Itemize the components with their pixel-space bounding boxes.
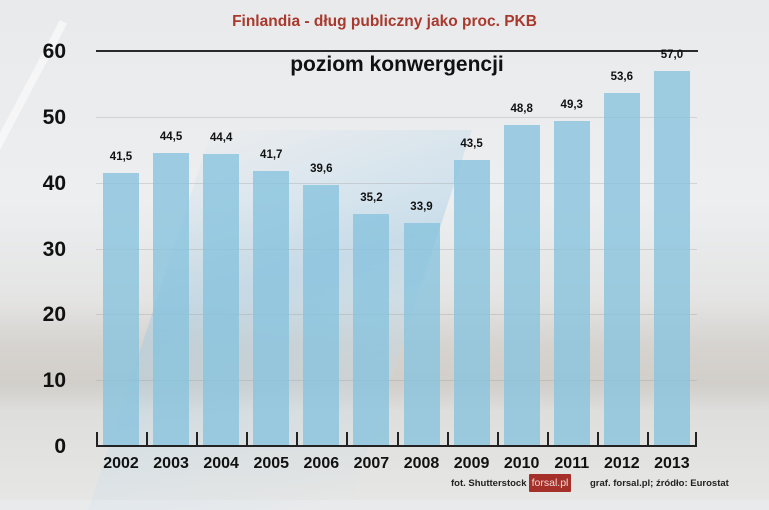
bar-2010 xyxy=(503,124,540,446)
bar-value-label: 43,5 xyxy=(460,137,483,150)
gridline xyxy=(96,380,697,382)
gridline xyxy=(96,248,697,250)
bar-2004 xyxy=(203,153,240,446)
bar-2007 xyxy=(353,214,390,446)
x-tick-mark xyxy=(246,432,249,446)
x-tick-label: 2011 xyxy=(554,455,590,472)
top-rule xyxy=(96,50,698,52)
source-credit: graf. forsal.pl; źródło: Eurostat xyxy=(590,478,729,489)
y-tick-label: 50 xyxy=(42,105,66,129)
y-tick-label: 20 xyxy=(42,303,66,327)
x-tick-label: 2002 xyxy=(103,455,139,472)
y-tick-label: 40 xyxy=(42,171,66,195)
bar-2009 xyxy=(453,159,490,446)
bar-value-label: 44,5 xyxy=(159,131,183,144)
x-tick-label: 2010 xyxy=(503,455,540,472)
x-tick-label: 2006 xyxy=(303,455,340,472)
photo-credit: fot. Shutterstock xyxy=(451,478,527,489)
x-tick-mark xyxy=(446,432,449,446)
chart-title: Finlandia - dług publiczny jako proc. PK… xyxy=(232,13,537,30)
bar-value-label: 48,8 xyxy=(510,102,533,115)
x-tick-label: 2003 xyxy=(153,455,189,472)
bar-value-label: 39,6 xyxy=(310,163,333,176)
x-tick-mark xyxy=(196,432,199,446)
x-tick-mark xyxy=(346,432,349,446)
x-tick-mark xyxy=(596,432,599,446)
x-tick-label: 2013 xyxy=(654,455,690,472)
bar-2008 xyxy=(403,222,440,446)
bar-value-label: 41,7 xyxy=(260,149,283,162)
bar-value-label: 35,2 xyxy=(360,192,383,205)
forsal-logo[interactable]: forsal.pl xyxy=(529,474,571,492)
bar-value-label: 57,0 xyxy=(660,48,684,61)
chart-subtitle: poziom konwergencji xyxy=(290,53,504,76)
x-tick-mark xyxy=(396,432,399,446)
bar-value-label: 41,5 xyxy=(109,150,133,163)
x-tick-mark xyxy=(646,432,649,446)
plot-area xyxy=(96,51,697,446)
x-tick-mark xyxy=(546,432,549,446)
y-tick-label: 60 xyxy=(42,40,66,63)
x-tick-label: 2009 xyxy=(453,455,490,472)
gridline xyxy=(96,182,697,184)
x-tick-mark xyxy=(296,432,299,446)
bar-2006 xyxy=(303,185,340,446)
bar-value-label: 53,6 xyxy=(610,71,634,84)
y-tick-label: 0 xyxy=(54,435,66,458)
bar-2003 xyxy=(153,153,190,446)
bar-2013 xyxy=(653,70,690,446)
bar-2002 xyxy=(103,172,139,446)
x-axis-line xyxy=(96,445,697,447)
x-tick-mark xyxy=(96,432,98,446)
x-tick-label: 2008 xyxy=(403,455,440,472)
x-tick-label: 2004 xyxy=(203,455,239,472)
gridline xyxy=(96,314,697,316)
gridline xyxy=(96,116,697,118)
bar-2012 xyxy=(603,93,640,446)
bar-value-label: 33,9 xyxy=(410,200,433,213)
x-tick-label: 2005 xyxy=(253,455,290,472)
y-tick-label: 30 xyxy=(42,237,66,261)
x-tick-label: 2012 xyxy=(604,455,640,472)
x-tick-label: 2007 xyxy=(353,455,390,472)
x-tick-mark xyxy=(695,432,697,446)
x-tick-mark xyxy=(496,432,499,446)
y-tick-label: 10 xyxy=(42,369,66,393)
bar-2011 xyxy=(553,121,590,446)
bar-value-label: 49,3 xyxy=(560,99,583,112)
bar-2005 xyxy=(253,171,290,446)
bar-value-label: 44,4 xyxy=(209,131,233,144)
x-tick-mark xyxy=(146,432,149,446)
